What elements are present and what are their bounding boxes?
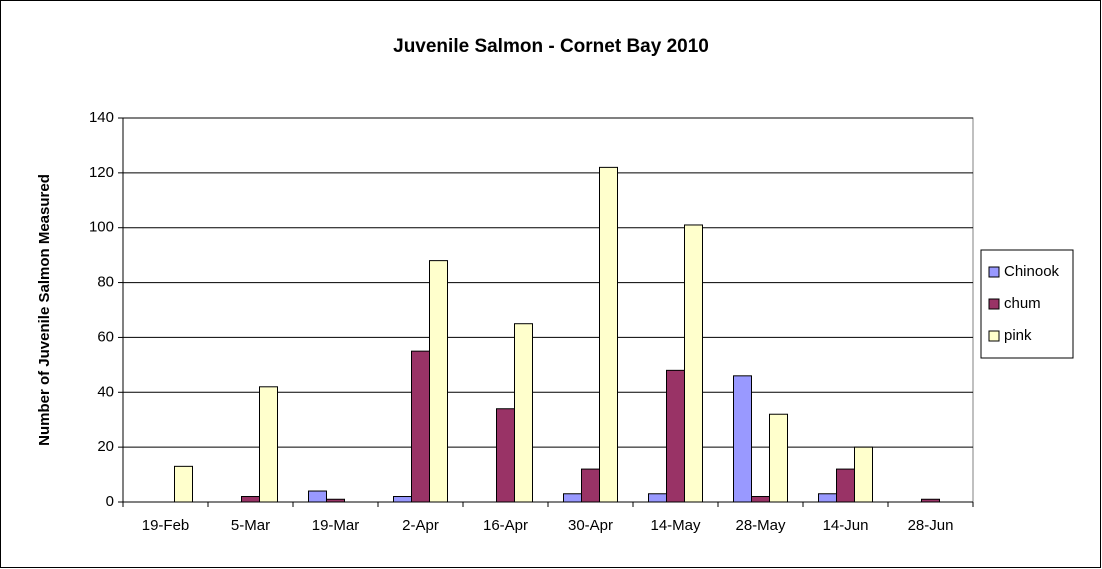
legend-swatch	[988, 330, 1000, 342]
bar	[733, 375, 752, 503]
y-tick-label: 0	[106, 493, 114, 510]
y-tick-label: 20	[97, 438, 114, 455]
bar	[326, 498, 345, 503]
bar	[174, 465, 193, 503]
y-tick-label: 100	[89, 219, 114, 236]
bar	[411, 350, 430, 503]
y-tick-label: 40	[97, 383, 114, 400]
bar	[393, 496, 412, 503]
bar	[684, 224, 703, 503]
bar	[818, 493, 837, 503]
bar	[563, 493, 582, 503]
x-tick-label: 30-Apr	[568, 517, 613, 534]
bar	[854, 446, 873, 503]
legend-swatch	[988, 266, 1000, 278]
legend-label: chum	[1004, 295, 1041, 312]
bar	[259, 386, 278, 503]
y-axis-title: Number of Juvenile Salmon Measured	[36, 174, 53, 446]
x-tick-label: 19-Mar	[312, 517, 360, 534]
bar	[648, 493, 667, 503]
x-tick-label: 19-Feb	[142, 517, 190, 534]
bar	[599, 166, 618, 503]
legend-swatch	[988, 298, 1000, 310]
y-tick-label: 60	[97, 328, 114, 345]
plot-area	[122, 117, 974, 503]
bar	[429, 260, 448, 503]
bar	[308, 490, 327, 503]
bar	[921, 498, 940, 503]
y-tick-label: 120	[89, 164, 114, 181]
chart-title: Juvenile Salmon - Cornet Bay 2010	[393, 36, 709, 57]
y-tick-label: 80	[97, 274, 114, 291]
x-tick-label: 28-May	[735, 517, 786, 534]
bar	[666, 369, 685, 503]
bar	[496, 408, 515, 503]
bar	[241, 496, 260, 503]
bar	[769, 413, 788, 503]
x-tick-label: 2-Apr	[402, 517, 439, 534]
x-tick-label: 16-Apr	[483, 517, 528, 534]
y-tick-label: 140	[89, 109, 114, 126]
x-tick-label: 14-May	[650, 517, 701, 534]
x-tick-label: 14-Jun	[823, 517, 869, 534]
bar	[836, 468, 855, 503]
bar	[514, 323, 533, 503]
x-tick-label: 28-Jun	[908, 517, 954, 534]
legend-label: Chinook	[1004, 263, 1060, 280]
x-tick-label: 5-Mar	[231, 517, 270, 534]
bar	[751, 496, 770, 503]
bar	[581, 468, 600, 503]
legend-label: pink	[1004, 327, 1032, 344]
